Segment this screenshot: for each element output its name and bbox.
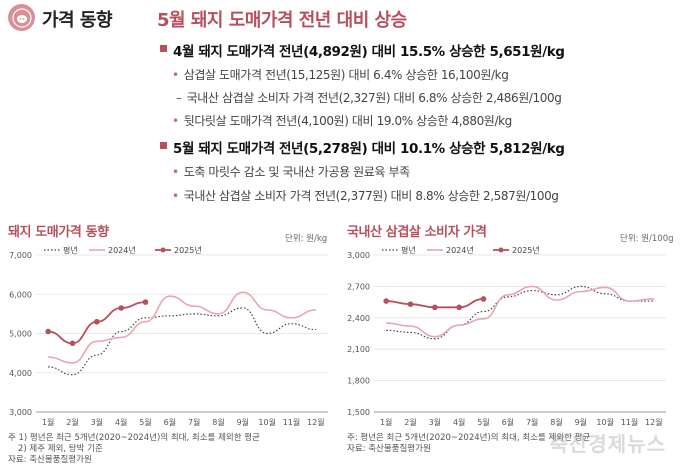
x-tick-label: 10월 — [258, 417, 276, 427]
data-point — [432, 304, 438, 311]
x-tick-label: 7월 — [188, 417, 200, 427]
x-tick-label: 10월 — [596, 417, 614, 427]
legend-marker — [160, 247, 166, 253]
y-tick-label: 7,000 — [9, 251, 32, 260]
sub-marker: – — [176, 91, 182, 105]
x-tick-label: 8월 — [212, 417, 224, 427]
wholesale-price-chart: 3,000 4,000 5,000 6,000 7,000 1월 2월 3월 4월 5월 6월 7월 8… — [9, 245, 328, 427]
chart-2-unit: 단위: 원/100g — [620, 234, 674, 244]
x-tick-label: 8월 — [550, 417, 562, 427]
x-tick-label: 12월 — [645, 417, 663, 427]
watermark: 축산경제뉴스 — [549, 432, 666, 456]
sub-text: 삼겹살 도매가격 전년(15,125원) 대비 6.4% 상승한 16,100원… — [183, 68, 509, 82]
note-line: 주 1) 평년은 최근 5개년(2020~2024년)의 최대, 최소를 제외한… — [8, 433, 260, 443]
x-tick-label: 5월 — [139, 417, 151, 427]
chart-2-title: 국내산 삼겹살 소비자 가격 — [347, 225, 487, 240]
page-headline: 5월 돼지 도매가격 전년 대비 상승 — [157, 10, 407, 31]
brand-badge-icon — [8, 4, 35, 31]
x-tick-label: 11월 — [621, 417, 639, 427]
y-tick-label: 5,000 — [9, 330, 32, 339]
series-line-2024년 — [48, 291, 316, 364]
x-tick-label: 5월 — [477, 417, 489, 427]
bullet-1-sub-3: • 뒷다릿살 도매가격 전년(4,100원) 대비 19.0% 상승한 4,880… — [172, 112, 512, 129]
x-tick-label: 1월 — [380, 417, 392, 427]
bullet-2: 5월 돼지 도매가격 전년(5,278원) 대비 10.1% 상승한 5,812… — [160, 137, 565, 157]
x-tick-label: 3월 — [91, 417, 103, 427]
sub-text: 뒷다릿살 도매가격 전년(4,100원) 대비 19.0% 상승한 4,880원… — [183, 114, 513, 128]
data-point — [118, 305, 124, 311]
data-point — [407, 301, 414, 307]
y-tick-label: 4,000 — [9, 369, 32, 378]
legend-marker — [498, 247, 504, 253]
sub-text: 국내산 삼겹살 소비자 가격 전년(2,327원) 대비 6.8% 상승한 2,… — [186, 91, 562, 105]
x-tick-label: 11월 — [283, 417, 301, 427]
y-tick-label: 1,500 — [347, 408, 370, 417]
sub-marker: • — [172, 165, 179, 179]
bullet-1-text: 4월 돼지 도매가격 전년(4,892원) 대비 15.5% 상승한 5,651… — [173, 44, 565, 60]
bullet-2-sub-1: • 도축 마릿수 감소 및 국내산 가공용 원료육 부족 — [172, 163, 410, 180]
y-tick-label: 3,000 — [347, 251, 370, 260]
chart-2-notes: 주: 평년은 최근 5개년(2020~2024년)의 최대, 최소를 제외한 평… — [347, 433, 590, 455]
x-tick-label: 2월 — [66, 417, 78, 427]
bullet-1-sub-2: – 국내산 삼겹살 소비자 가격 전년(2,327원) 대비 6.8% 상승한 2… — [176, 89, 562, 106]
data-point — [142, 299, 149, 305]
bullet-1-sub-1: • 삼겹살 도매가격 전년(15,125원) 대비 6.4% 상승한 16,100… — [172, 66, 509, 83]
x-tick-label: 2월 — [404, 417, 416, 427]
y-tick-label: 2,700 — [347, 282, 370, 291]
data-point — [456, 304, 462, 311]
series-line-평년 — [48, 307, 316, 376]
y-tick-label: 6,000 — [9, 290, 32, 299]
x-tick-label: 4월 — [453, 417, 465, 427]
note-line: 주: 평년은 최근 5개년(2020~2024년)의 최대, 최소를 제외한 평… — [347, 433, 591, 443]
series-line-2024년 — [386, 285, 654, 338]
sub-text: 국내산 삼겹살 소비자 가격 전년(2,377원) 대비 8.8% 상승한 2,… — [183, 189, 559, 203]
chart-1-title: 돼지 도매가격 동향 — [8, 225, 109, 240]
data-point — [45, 328, 51, 335]
chart-1-unit: 단위: 원/kg — [285, 234, 328, 244]
section-title: 가격 동향 — [42, 10, 113, 31]
x-tick-label: 9월 — [575, 417, 587, 427]
sub-marker: • — [172, 68, 179, 82]
data-point — [69, 340, 76, 347]
data-point — [94, 318, 100, 325]
belly-consumer-price-chart: 1,500 1,800 2,100 2,400 2,700 3,000 1월 2월 3월 4월 5월… — [347, 245, 666, 427]
x-tick-label: 4월 — [115, 417, 127, 427]
legend-label: 평년 — [401, 245, 416, 255]
data-point — [480, 296, 487, 302]
bullet-2-sub-2: • 국내산 삼겹살 소비자 가격 전년(2,377원) 대비 8.8% 상승한 2… — [172, 187, 559, 204]
y-tick-label: 1,800 — [347, 377, 370, 386]
bullet-2-text: 5월 돼지 도매가격 전년(5,278원) 대비 10.1% 상승한 5,812… — [173, 141, 565, 157]
data-point — [383, 298, 389, 304]
x-tick-label: 9월 — [237, 417, 249, 427]
y-tick-label: 2,100 — [347, 345, 370, 354]
note-line: 자료: 축산물품질평가원 — [347, 444, 431, 454]
y-tick-label: 3,000 — [9, 408, 32, 417]
legend-label: 평년 — [63, 245, 78, 255]
sub-marker: • — [172, 114, 179, 128]
chart-1-notes: 주 1) 평년은 최근 5개년(2020~2024년)의 최대, 최소를 제외한… — [8, 433, 260, 466]
x-tick-label: 3월 — [429, 417, 441, 427]
y-tick-label: 2,400 — [347, 314, 370, 323]
x-tick-label: 1월 — [42, 417, 54, 427]
x-tick-label: 7월 — [526, 417, 538, 427]
x-tick-label: 6월 — [502, 417, 514, 427]
legend-label: 2024년 — [108, 245, 136, 255]
note-line: 2) 제주 제외, 탕박 기준 — [18, 444, 103, 454]
sub-text: 도축 마릿수 감소 및 국내산 가공용 원료육 부족 — [183, 165, 410, 179]
legend-label: 2024년 — [446, 245, 474, 255]
pig-seal-icon — [11, 7, 32, 28]
series-line-평년 — [386, 285, 654, 340]
sub-marker: • — [172, 189, 179, 203]
legend-label: 2025년 — [174, 245, 202, 255]
bullet-1: 4월 돼지 도매가격 전년(4,892원) 대비 15.5% 상승한 5,651… — [160, 40, 565, 60]
note-line: 자료: 축산물품질평가원 — [8, 455, 92, 465]
legend-label: 2025년 — [512, 245, 540, 255]
x-tick-label: 12월 — [307, 417, 325, 427]
x-tick-label: 6월 — [164, 417, 176, 427]
